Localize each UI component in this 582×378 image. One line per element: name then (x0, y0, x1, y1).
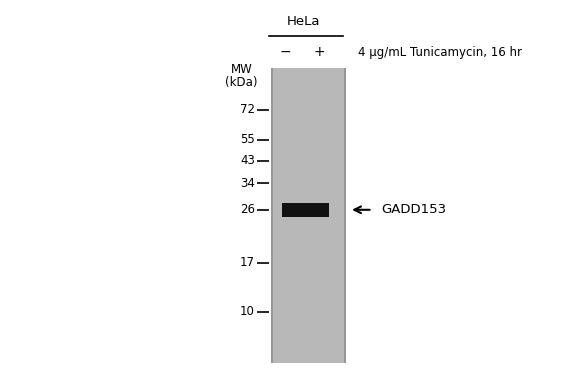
Text: (kDa): (kDa) (225, 76, 258, 89)
Text: 72: 72 (240, 103, 255, 116)
Text: 4 μg/mL Tunicamycin, 16 hr: 4 μg/mL Tunicamycin, 16 hr (358, 46, 522, 59)
Text: 26: 26 (240, 203, 255, 216)
Text: −: − (279, 45, 291, 59)
Bar (271, 68, 273, 363)
Text: 55: 55 (240, 133, 255, 146)
Text: MW: MW (230, 63, 253, 76)
Text: 17: 17 (240, 256, 255, 269)
Text: HeLa: HeLa (287, 15, 321, 28)
Bar (282, 203, 329, 217)
Bar (344, 68, 346, 363)
Bar (271, 68, 346, 363)
Text: 34: 34 (240, 177, 255, 190)
Text: +: + (313, 45, 325, 59)
Text: GADD153: GADD153 (381, 203, 446, 216)
Text: 43: 43 (240, 154, 255, 167)
Text: 10: 10 (240, 305, 255, 318)
